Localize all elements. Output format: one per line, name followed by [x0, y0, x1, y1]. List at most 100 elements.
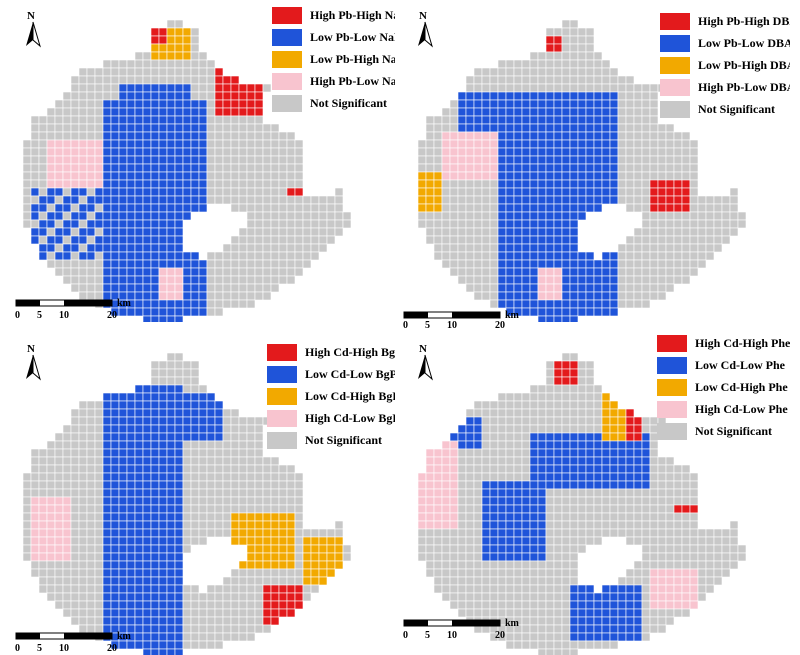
- map-grid-cell: [222, 592, 232, 602]
- map-grid-cell: [553, 560, 563, 570]
- map-grid-cell: [625, 139, 635, 149]
- map-grid-cell: [513, 171, 523, 181]
- map-grid-cell: [457, 147, 467, 157]
- map-grid-cell: [553, 75, 563, 85]
- map-grid-cell: [585, 624, 595, 634]
- north-arrow: N: [415, 343, 435, 383]
- map-grid-cell: [665, 163, 675, 173]
- map-grid-cell: [270, 267, 280, 277]
- map-grid-cell: [46, 552, 56, 562]
- map-grid-cell: [142, 536, 152, 546]
- map-grid-cell: [102, 75, 112, 85]
- map-grid-cell: [214, 259, 224, 269]
- map-grid-cell: [601, 400, 611, 410]
- legend-item-low-high: Low Pb-High NaP: [272, 51, 395, 69]
- map-grid-cell: [270, 147, 280, 157]
- map-grid-cell: [318, 227, 328, 237]
- map-grid-cell: [174, 600, 184, 610]
- map-grid-cell: [254, 115, 264, 125]
- map-grid-cell: [22, 211, 32, 221]
- map-grid-cell: [657, 235, 667, 245]
- map-grid-cell: [649, 512, 659, 522]
- map-grid-cell: [577, 59, 587, 69]
- map-grid-cell: [609, 424, 619, 434]
- map-grid-cell: [246, 275, 256, 285]
- map-grid-cell: [625, 496, 635, 506]
- map-grid-cell: [561, 99, 571, 109]
- map-grid-cell: [254, 131, 264, 141]
- map-grid-cell: [86, 275, 96, 285]
- map-grid-cell: [206, 600, 216, 610]
- map-grid-cell: [118, 512, 128, 522]
- map-grid-cell: [70, 147, 80, 157]
- map-grid-cell: [62, 552, 72, 562]
- map-grid-cell: [641, 424, 651, 434]
- map-grid-cell: [54, 107, 64, 117]
- map-grid-cell: [593, 512, 603, 522]
- map-grid-cell: [553, 299, 563, 309]
- map-grid-cell: [497, 592, 507, 602]
- map-grid-cell: [182, 640, 192, 650]
- map-grid-cell: [294, 520, 304, 530]
- map-grid-cell: [657, 179, 667, 189]
- map-grid-cell: [473, 552, 483, 562]
- map-grid-cell: [601, 251, 611, 261]
- map-grid-cell: [465, 91, 475, 101]
- map-grid-cell: [134, 536, 144, 546]
- map-grid-cell: [697, 592, 707, 602]
- map-grid-cell: [625, 472, 635, 482]
- map-grid-cell: [689, 163, 699, 173]
- map-grid-cell: [246, 440, 256, 450]
- map-grid-cell: [593, 67, 603, 77]
- map-grid-cell: [697, 227, 707, 237]
- map-grid-cell: [86, 187, 96, 197]
- map-grid-cell: [425, 235, 435, 245]
- map-grid-cell: [198, 259, 208, 269]
- map-grid-cell: [190, 163, 200, 173]
- map-grid-cell: [246, 584, 256, 594]
- map-grid-cell: [294, 528, 304, 538]
- map-grid-cell: [657, 123, 667, 133]
- map-grid-cell: [262, 155, 272, 165]
- map-grid-cell: [465, 131, 475, 141]
- map-grid-cell: [262, 235, 272, 245]
- map-grid-cell: [481, 131, 491, 141]
- map-grid-cell: [118, 75, 128, 85]
- map-grid-cell: [577, 472, 587, 482]
- map-grid-cell: [665, 544, 675, 554]
- map-grid-cell: [198, 496, 208, 506]
- map-grid-cell: [601, 131, 611, 141]
- map-grid-cell: [441, 219, 451, 229]
- map-grid-cell: [537, 235, 547, 245]
- map-grid-cell: [174, 464, 184, 474]
- map-grid-cell: [214, 616, 224, 626]
- map-grid-cell: [214, 424, 224, 434]
- map-grid-cell: [134, 235, 144, 245]
- map-grid-cell: [46, 544, 56, 554]
- map-grid-cell: [529, 139, 539, 149]
- map-grid-cell: [545, 608, 555, 618]
- map-grid-cell: [529, 251, 539, 261]
- map-grid-cell: [593, 416, 603, 426]
- map-grid-cell: [649, 243, 659, 253]
- map-grid-cell: [577, 424, 587, 434]
- map-grid-cell: [489, 235, 499, 245]
- map-grid-cell: [433, 131, 443, 141]
- map-grid-cell: [537, 275, 547, 285]
- map-grid-cell: [70, 91, 80, 101]
- map-grid-cell: [681, 139, 691, 149]
- map-grid-cell: [665, 528, 675, 538]
- map-grid-cell: [481, 243, 491, 253]
- map-grid-cell: [62, 203, 72, 213]
- map-grid-cell: [182, 115, 192, 125]
- map-grid-cell: [617, 464, 627, 474]
- map-grid-cell: [286, 536, 296, 546]
- map-grid-cell: [569, 275, 579, 285]
- map-grid-cell: [166, 163, 176, 173]
- map-grid-cell: [529, 179, 539, 189]
- map-grid-cell: [310, 560, 320, 570]
- map-grid-cell: [473, 592, 483, 602]
- map-grid-cell: [561, 147, 571, 157]
- map-grid-cell: [150, 275, 160, 285]
- map-grid-cell: [561, 139, 571, 149]
